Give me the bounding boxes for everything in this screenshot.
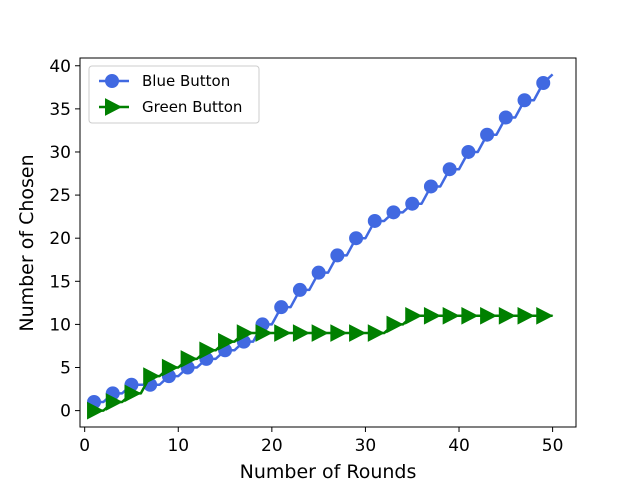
x-tick-label: 30 xyxy=(355,436,377,456)
blue-button-point xyxy=(367,213,382,228)
blue-button-point xyxy=(292,282,307,297)
green-button-point xyxy=(461,306,479,325)
y-tick-label: 20 xyxy=(49,229,71,249)
y-tick-label: 35 xyxy=(49,100,71,120)
blue-button-point xyxy=(405,196,420,211)
blue-button-point xyxy=(498,110,513,125)
green-button-point xyxy=(480,306,498,325)
y-tick-label: 30 xyxy=(49,143,71,163)
x-tick-label: 0 xyxy=(79,436,90,456)
x-tick-label: 50 xyxy=(542,436,564,456)
green-button-point xyxy=(367,324,385,342)
green-button-point xyxy=(87,401,105,420)
x-tick-label: 10 xyxy=(167,436,189,456)
green-button-point xyxy=(442,306,460,325)
green-button-point xyxy=(124,384,142,403)
green-button-point xyxy=(292,324,311,342)
blue-button-series xyxy=(87,73,554,409)
green-button-point xyxy=(274,324,292,342)
green-button-point xyxy=(349,324,367,342)
blue-button-point xyxy=(386,205,401,220)
blue-button-point xyxy=(461,144,476,159)
legend-box xyxy=(88,65,260,124)
green-button-point xyxy=(236,324,254,342)
x-axis-label: Number of Rounds xyxy=(240,461,417,480)
blue-button-point xyxy=(480,127,495,142)
green-button-legend-marker xyxy=(105,98,123,116)
green-button-point xyxy=(105,393,123,411)
blue-button-point xyxy=(274,300,289,315)
y-tick-label: 40 xyxy=(49,57,71,77)
y-tick-label: 15 xyxy=(49,272,71,292)
x-tick-label: 20 xyxy=(261,436,283,456)
y-tick-label: 10 xyxy=(49,315,71,335)
y-tick-label: 25 xyxy=(49,186,71,206)
green-button-point xyxy=(255,324,273,342)
green-button-point xyxy=(498,306,516,325)
y-tick-label: 5 xyxy=(60,359,71,379)
blue-button-point xyxy=(330,248,345,263)
green-button-point xyxy=(218,332,236,351)
blue-button-line xyxy=(94,73,554,404)
blue-button-point xyxy=(442,162,457,177)
y-tick-label: 0 xyxy=(60,402,71,422)
green-button-point xyxy=(143,367,161,385)
legend: Blue Button Green Button xyxy=(88,65,260,124)
plot-frame xyxy=(79,57,577,428)
green-button-point xyxy=(517,306,535,325)
green-button-point xyxy=(180,350,198,368)
series-layer xyxy=(87,73,554,420)
blue-button-point xyxy=(536,76,551,91)
green-button-point xyxy=(311,324,329,342)
blue-button-legend-label: Blue Button xyxy=(142,72,230,90)
green-button-point xyxy=(405,306,423,325)
x-tick-label: 40 xyxy=(448,436,470,456)
blue-button-point xyxy=(311,265,326,280)
green-button-point xyxy=(199,341,217,360)
blue-button-legend-marker xyxy=(105,74,119,88)
green-button-point xyxy=(386,315,404,334)
green-button-series xyxy=(87,306,554,420)
green-button-legend-label: Green Button xyxy=(142,98,242,116)
axes-layer: 0 10 20 30 40 50 0 5 10 15 20 25 30 35 40 xyxy=(49,57,577,456)
green-button-point xyxy=(536,306,554,325)
green-button-point xyxy=(330,324,348,342)
green-button-point xyxy=(161,358,179,377)
green-button-point xyxy=(423,306,442,325)
blue-button-point xyxy=(423,179,438,194)
blue-button-point xyxy=(517,93,532,108)
y-axis-label: Number of Chosen xyxy=(16,154,38,331)
blue-button-point xyxy=(349,231,364,246)
